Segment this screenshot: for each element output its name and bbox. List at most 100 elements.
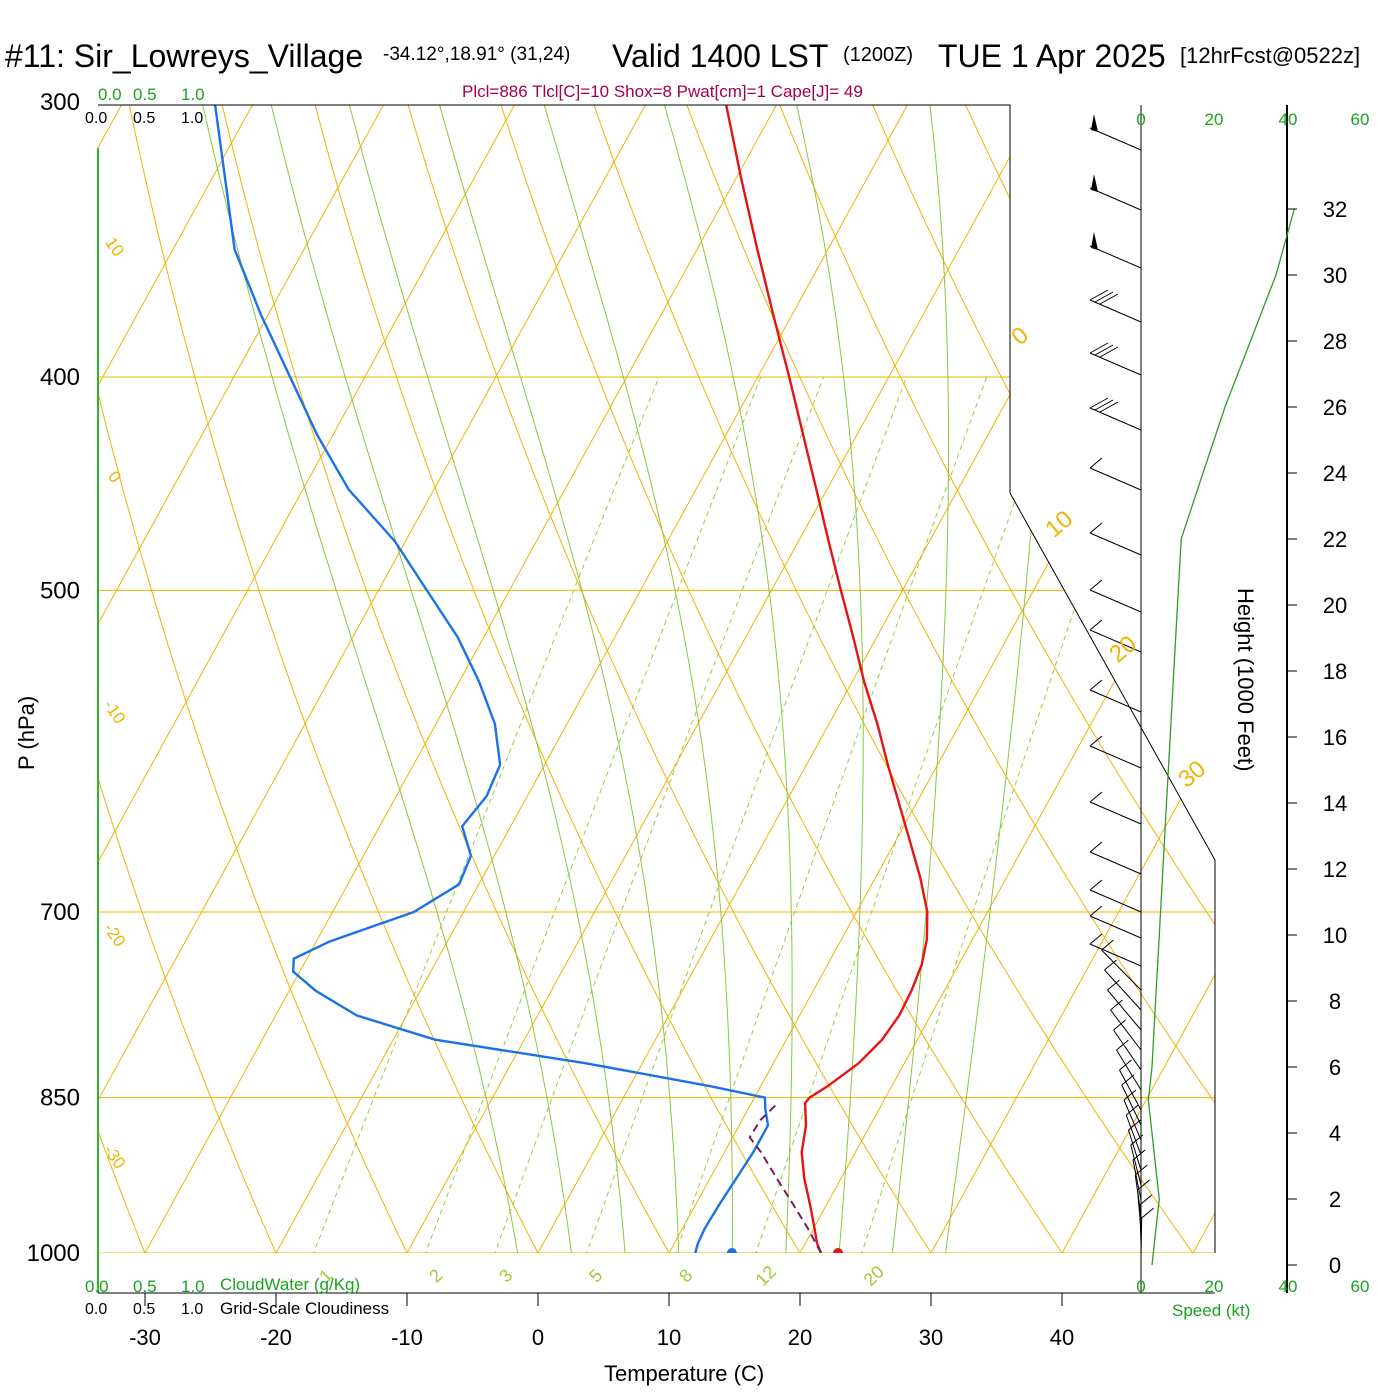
p-tick-label: 300 [40,89,80,116]
speed-tick-label: 20 [1205,110,1224,129]
speed-tick-label: 40 [1279,1277,1298,1296]
dry-adiabat [611,105,1215,1253]
wind-barb-flag [1091,174,1098,192]
wind-barb-feather [1113,1019,1126,1031]
height-axis-label: Height (1000 Feet) [1233,588,1258,771]
surface-dewpoint-marker [726,1248,737,1253]
wind-barb-feather [1089,879,1103,891]
height-tick-label: 22 [1323,527,1347,552]
isotherm-label: -20 [100,919,130,950]
height-tick-label: 20 [1323,593,1347,618]
wind-barb [1104,969,1142,1011]
x-tick-label: 10 [657,1325,681,1350]
mixing-ratio-line [746,376,1060,1253]
mixing-ratio-line [665,376,988,1253]
plot-border [98,104,1216,1253]
sounding-series [195,105,929,1253]
wind-barb-feather [1099,293,1119,305]
wind-barb [1089,532,1142,556]
wind-barb [1101,949,1142,991]
mixing-ratio-label: 20 [860,1262,888,1290]
moist-adiabat [305,105,628,1253]
isotherm [915,105,1215,1253]
wind-barb-feather [1139,1194,1153,1206]
wind-barb-feather [1089,522,1103,534]
wind-barb-feather [1119,1059,1132,1071]
cloudwater-tick-0: 0.0 [98,85,122,104]
dry-adiabat [175,105,686,1253]
isotherm [391,105,1137,1253]
wind-barb [1089,187,1142,211]
wind-barb [1089,127,1142,151]
cloudwater-tick-b1: 0.5 [133,1277,157,1296]
height-tick-label: 6 [1329,1055,1341,1080]
valid-time: Valid 1400 LST [612,38,829,74]
x-tick-label: -20 [260,1325,292,1350]
height-tick-label: 4 [1329,1121,1341,1146]
wind-barb-feather [1110,999,1123,1011]
moist-adiabat [613,105,793,1253]
wind-barb-feather [1089,735,1103,747]
wind-barb [1113,1029,1142,1071]
moist-adiabat [888,105,950,1253]
wind-barb-feather [1089,841,1103,853]
p-tick-label: 700 [40,899,80,926]
wind-barb [1107,989,1142,1031]
height-tick-label: 2 [1329,1187,1341,1212]
wind-barb [1128,1129,1142,1171]
skewt-grid [98,105,1215,1253]
wind-barb-feather [1089,457,1103,469]
wind-barb-feather [1089,791,1103,803]
height-tick-label: 18 [1323,659,1347,684]
wind-barb-feather [1101,939,1114,951]
isotherm-label: -30 [100,1141,130,1172]
isotherm-label: -10 [100,696,130,727]
wind-barb [1125,1114,1142,1156]
wind-barb-feather [1099,346,1119,358]
wind-barb [1089,589,1142,613]
wind-barb [1089,629,1142,653]
height-tick-label: 16 [1323,725,1347,750]
isotherm [98,105,613,1253]
wind-barb-feather [1141,1207,1155,1219]
forecast-info: [12hrFcst@0522z] [1180,43,1361,68]
wind-barb [1139,1204,1142,1246]
x-tick-label: -30 [129,1325,161,1350]
moist-adiabat [165,105,523,1253]
wind-speed-line [1147,208,1295,1266]
wind-barb-feather [1125,1104,1139,1116]
mixing-ratio-label: 5 [585,1265,606,1286]
wind-barb [1089,915,1142,939]
cloudiness-tick-1: 0.5 [133,110,155,127]
wind-barb [1119,1069,1142,1111]
speed-tick-label: 60 [1351,110,1370,129]
height-tick-label: 26 [1323,395,1347,420]
wind-barb-feather [1089,619,1103,631]
wind-barb-feather [1094,344,1114,356]
wind-barb [1132,1159,1142,1201]
wind-barb-feather [1089,289,1109,301]
wind-barb-flag [1091,232,1098,250]
pressure-axis-label: P (hPa) [14,696,39,770]
wind-barb-feather [1121,1074,1135,1086]
height-tick-label: 0 [1329,1253,1341,1278]
dry-adiabat [872,105,1215,1253]
p-tick-label: 500 [40,577,80,604]
mixing-ratio-line [414,376,762,1253]
mixing-ratio-line [852,376,1155,1253]
wind-speed-profile [1147,208,1295,1266]
speed-tick-label: 40 [1279,110,1298,129]
wind-barb [1089,851,1142,875]
series-temperature [707,105,929,1253]
cloudwater-tick-b2: 1.0 [181,1277,205,1296]
isotherm [98,105,744,1253]
wind-barb-flag [1091,114,1098,132]
wind-barb-feather [1137,1179,1150,1191]
wind-barb [1089,467,1142,491]
p-tick-label: 850 [40,1085,80,1112]
wind-barb-feather [1094,291,1114,303]
isotherm [129,105,875,1253]
p-tick-label: 400 [40,364,80,391]
cloudiness-tick-b2: 1.0 [181,1301,203,1318]
dry-adiabat [98,105,290,1253]
